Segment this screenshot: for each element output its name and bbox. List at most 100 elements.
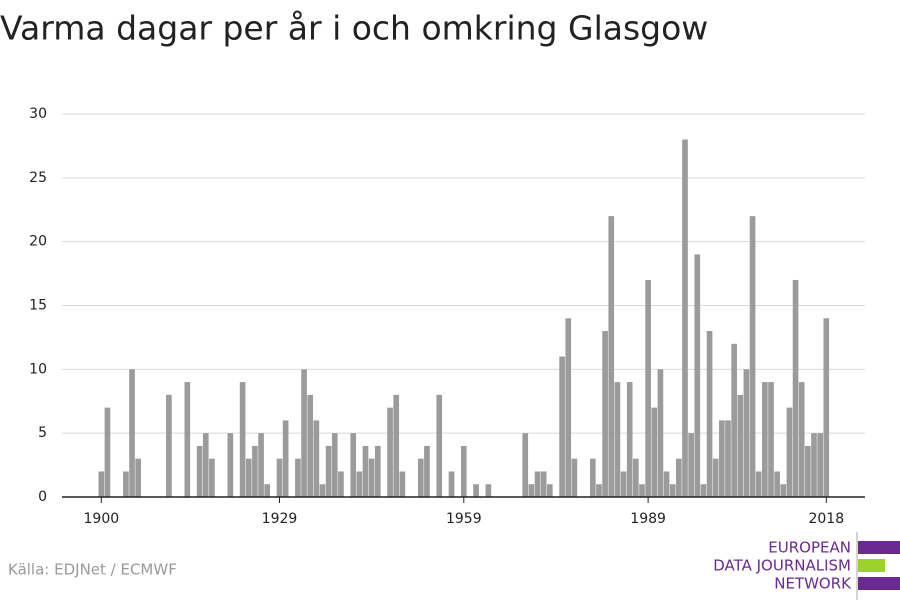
bar (368, 458, 375, 497)
bar (798, 382, 805, 497)
source: Källa: EDJNet / ECMWF (8, 561, 177, 579)
bar (313, 420, 320, 497)
y-tick-label: 5 (38, 425, 47, 441)
bar (559, 356, 565, 497)
bar (755, 471, 762, 497)
bar (522, 433, 529, 497)
bar (338, 471, 344, 497)
bar (387, 407, 393, 497)
bar (245, 458, 252, 497)
bar (657, 369, 664, 497)
bar (166, 394, 172, 497)
bar (743, 369, 750, 497)
logo: EUROPEAN DATA JOURNALISM NETWORK (713, 532, 900, 600)
bar (596, 484, 602, 497)
bar (227, 433, 234, 497)
bar (319, 484, 326, 497)
y-tick-label: 10 (29, 361, 47, 377)
bar (682, 139, 688, 498)
bar (780, 484, 787, 497)
bar (688, 433, 694, 497)
bar (633, 458, 639, 497)
chart-title: Varma dagar per år i och omkring Glasgow (0, 9, 708, 48)
bar (712, 458, 719, 497)
logo-text: NETWORK (774, 575, 852, 593)
logo-bar (858, 577, 900, 590)
y-tick-label: 20 (29, 234, 47, 250)
bar (762, 382, 768, 497)
bar (307, 394, 314, 497)
bar (448, 471, 455, 497)
bar (676, 458, 682, 497)
y-tick-label: 15 (29, 298, 47, 314)
bar (706, 331, 713, 497)
bar (811, 433, 817, 497)
bar (590, 458, 596, 497)
x-tick-label: 1929 (262, 511, 298, 527)
y-tick-label: 0 (38, 489, 47, 505)
bar (276, 458, 283, 497)
y-tick-label: 25 (29, 170, 47, 186)
bar (719, 420, 725, 497)
bar (749, 216, 756, 497)
bar (460, 445, 467, 497)
bar (725, 420, 731, 497)
bar (626, 382, 633, 497)
bar (252, 445, 258, 497)
bar (608, 216, 615, 497)
bar (768, 382, 774, 497)
bar (209, 458, 215, 497)
x-tick-label: 1959 (446, 511, 482, 527)
bar (565, 318, 572, 497)
bar (301, 369, 307, 497)
bar (817, 433, 823, 497)
bar (540, 471, 547, 497)
bar (202, 433, 209, 497)
bar (700, 484, 707, 497)
bar (805, 445, 811, 497)
logo-text: DATA JOURNALISM (713, 557, 851, 575)
bar (528, 484, 535, 497)
bar (393, 394, 400, 497)
bar (774, 471, 780, 497)
bar (239, 382, 246, 497)
bar (620, 471, 627, 497)
bar (436, 394, 443, 497)
bar (645, 279, 651, 497)
y-tick-label: 30 (29, 106, 47, 122)
x-tick-label: 1989 (630, 511, 666, 527)
bar (264, 484, 271, 497)
bar (196, 445, 203, 497)
bar (331, 433, 338, 497)
bar (663, 471, 670, 497)
bar (694, 254, 701, 497)
bar (731, 343, 737, 497)
bar (184, 382, 191, 497)
bar (546, 484, 553, 497)
x-tick-label: 2018 (808, 511, 844, 527)
bar (792, 279, 799, 497)
bar (823, 318, 830, 497)
bar (485, 484, 492, 497)
bar (282, 420, 289, 497)
bar (602, 331, 608, 497)
bar (737, 394, 744, 497)
bar (639, 484, 645, 497)
bar (362, 445, 369, 497)
bar (98, 471, 105, 497)
bar (571, 458, 578, 497)
bar (258, 433, 264, 497)
bar (356, 471, 363, 497)
bar (325, 445, 332, 497)
bar (473, 484, 479, 497)
bar (614, 382, 621, 497)
bar (651, 407, 658, 497)
logo-bar (858, 541, 900, 554)
bar (350, 433, 357, 497)
x-tick-label: 1900 (84, 511, 120, 527)
bar (135, 458, 142, 497)
logo-bar (858, 559, 885, 572)
bar (295, 458, 301, 497)
bar (424, 445, 430, 497)
